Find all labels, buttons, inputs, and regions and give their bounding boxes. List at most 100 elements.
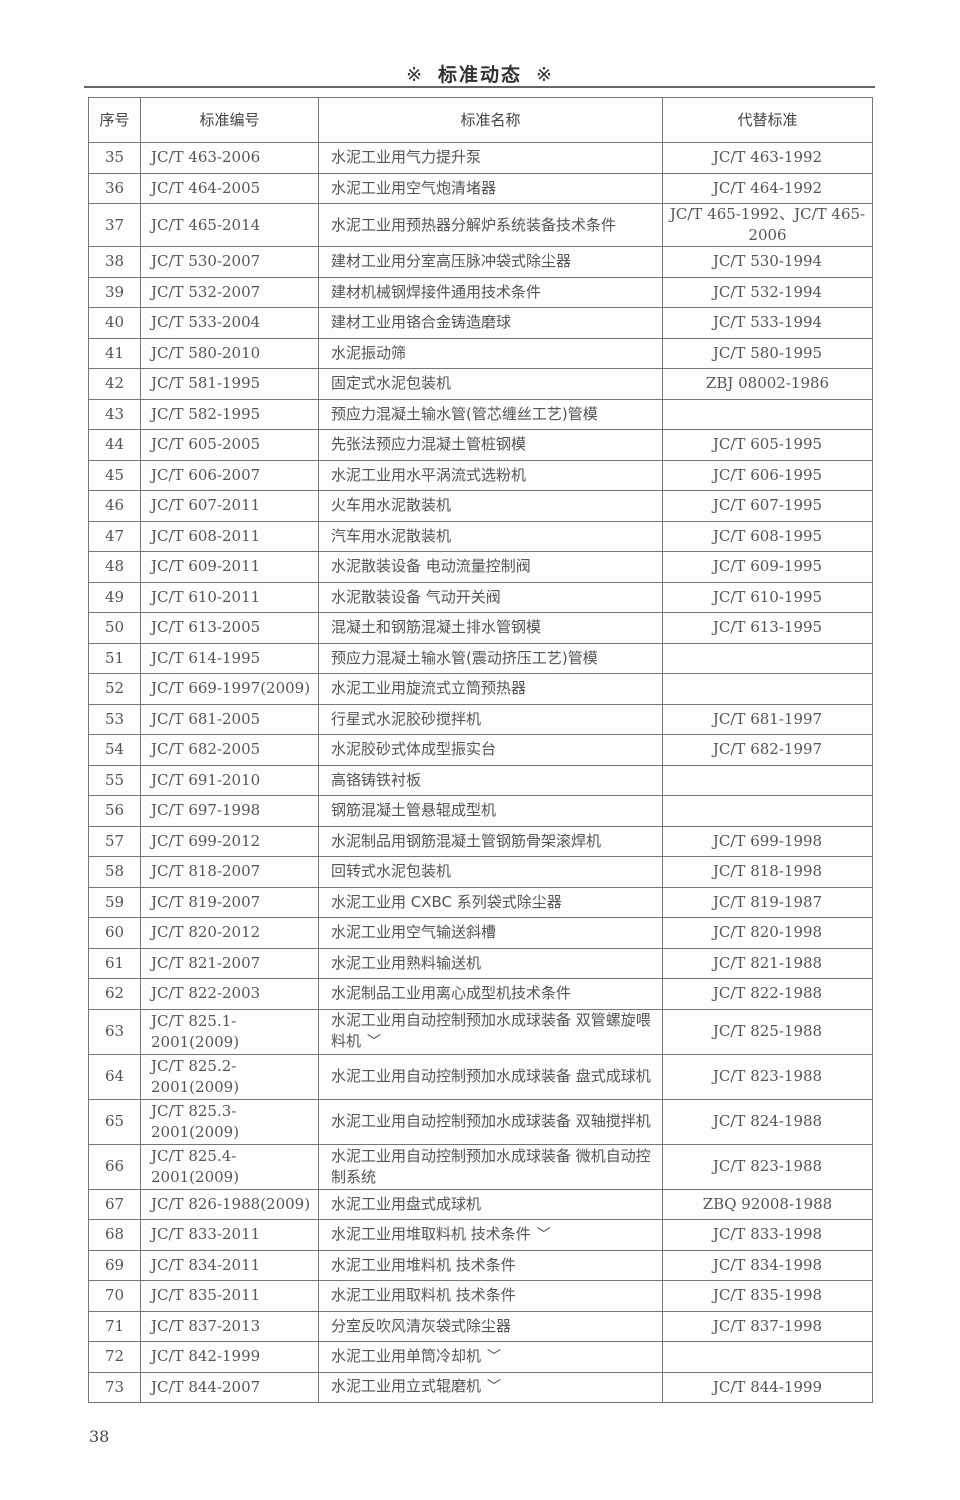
replaced-standard: JC/T 822-1988 bbox=[662, 978, 873, 1010]
row-number-text: 68 bbox=[104, 1225, 125, 1244]
standard-code: JC/T 834-2011 bbox=[140, 1249, 319, 1281]
replaced-standard: JC/T 464-1992 bbox=[662, 172, 873, 204]
replaced-standard: JC/T 823-1988 bbox=[662, 1143, 873, 1190]
table-row: 54 JC/T 682-2005 水泥胶砂式体成型振实台 JC/T 682-1997 bbox=[88, 734, 873, 766]
replaced-standard: JC/T 837-1998 bbox=[662, 1310, 873, 1342]
row-number: 59 bbox=[88, 886, 141, 918]
replaced-standard-text: JC/T 822-1988 bbox=[712, 984, 823, 1003]
standard-name-text: 混凝土和钢筋混凝土排水管钢模 bbox=[331, 618, 542, 637]
table-row: 50 JC/T 613-2005 混凝土和钢筋混凝土排水管钢模 JC/T 613-19… bbox=[88, 612, 873, 644]
row-number: 38 bbox=[88, 246, 141, 278]
standard-name-text: 水泥工业用自动控制预加水成球装备 盘式成球机 bbox=[331, 1067, 651, 1085]
standard-name-text: 预应力混凝土输水管(震动挤压工艺)管模 bbox=[331, 648, 598, 667]
replaced-standard-text: JC/T 835-1998 bbox=[712, 1286, 823, 1305]
row-number: 37 bbox=[88, 203, 141, 247]
row-number-text: 35 bbox=[104, 148, 125, 167]
standard-code-text: JC/T 825.4-2001(2009) bbox=[151, 1146, 240, 1186]
table-row: 35 JC/T 463-2006 水泥工业用气力提升泵 JC/T 463-1992 bbox=[88, 142, 873, 174]
standard-code: JC/T 821-2007 bbox=[140, 947, 319, 979]
replaced-standard: JC/T 844-1999 bbox=[662, 1371, 873, 1403]
replaced-standard: JC/T 606-1995 bbox=[662, 459, 873, 491]
replaced-standard: JC/T 823-1988 bbox=[662, 1053, 873, 1100]
replaced-standard: JC/T 463-1992 bbox=[662, 142, 873, 174]
standard-name: 水泥工业用堆料机 技术条件 bbox=[318, 1249, 663, 1281]
row-number: 57 bbox=[88, 825, 141, 857]
table-row: 43 JC/T 582-1995 预应力混凝土输水管(管芯缠丝工艺)管模 bbox=[88, 398, 873, 430]
column-header-name: 标准名称 bbox=[318, 97, 663, 143]
handwritten-check-icon: ﹀ bbox=[487, 1379, 502, 1396]
standard-code: JC/T 825.2-2001(2009) bbox=[140, 1053, 319, 1100]
standard-code-text: JC/T 837-2013 bbox=[151, 1316, 261, 1335]
standard-name-text: 水泥工业用自动控制预加水成球装备 双轴搅拌机 bbox=[331, 1112, 651, 1130]
standard-name-text: 水泥振动筛 bbox=[331, 343, 407, 362]
row-number: 45 bbox=[88, 459, 141, 491]
table-row: 67 JC/T 826-1988(2009) 水泥工业用盘式成球机 ZBQ 92008… bbox=[88, 1188, 873, 1220]
standard-name-text: 水泥工业用熟料输送机 bbox=[331, 953, 482, 972]
standard-name-text: 水泥工业用预热器分解炉系统装备技术条件 bbox=[331, 215, 617, 234]
standard-code-text: JC/T 463-2006 bbox=[151, 148, 261, 167]
row-number: 36 bbox=[88, 172, 141, 204]
replaced-standard-text: JC/T 608-1995 bbox=[712, 526, 823, 545]
row-number-text: 52 bbox=[104, 679, 125, 698]
replaced-standard bbox=[662, 642, 873, 674]
row-number-text: 55 bbox=[104, 770, 125, 789]
row-number: 53 bbox=[88, 703, 141, 735]
standard-code: JC/T 820-2012 bbox=[140, 917, 319, 949]
section-title: 标准动态 bbox=[437, 64, 522, 86]
standard-name: 预应力混凝土输水管(管芯缠丝工艺)管模 bbox=[318, 398, 663, 430]
replaced-standard: JC/T 821-1988 bbox=[662, 947, 873, 979]
standard-name-text: 先张法预应力混凝土管桩钢模 bbox=[331, 435, 527, 454]
standard-code: JC/T 581-1995 bbox=[140, 368, 319, 400]
replaced-standard: JC/T 699-1998 bbox=[662, 825, 873, 857]
row-number: 48 bbox=[88, 551, 141, 583]
replaced-standard-text: JC/T 821-1988 bbox=[712, 953, 823, 972]
standard-code: JC/T 697-1998 bbox=[140, 795, 319, 827]
standard-code: JC/T 699-2012 bbox=[140, 825, 319, 857]
replaced-standard: JC/T 580-1995 bbox=[662, 337, 873, 369]
table-row: 71 JC/T 837-2013 分室反吹风清灰袋式除尘器 JC/T 837-1998 bbox=[88, 1310, 873, 1342]
replaced-standard-text: JC/T 682-1997 bbox=[712, 740, 823, 759]
table-row: 42 JC/T 581-1995 固定式水泥包装机 ZBJ 08002-1986 bbox=[88, 368, 873, 400]
standard-name-text: 建材机械钢焊接件通用技术条件 bbox=[331, 282, 542, 301]
replaced-standard-text: ZBQ 92008-1988 bbox=[702, 1194, 833, 1213]
standard-name-text: 水泥工业用堆取料机 技术条件 bbox=[331, 1224, 531, 1243]
standard-code: JC/T 463-2006 bbox=[140, 142, 319, 174]
row-number: 49 bbox=[88, 581, 141, 613]
standard-code: JC/T 826-1988(2009) bbox=[140, 1188, 319, 1220]
table-row: 52 JC/T 669-1997(2009) 水泥工业用旋流式立筒预热器 bbox=[88, 673, 873, 705]
row-number-text: 50 bbox=[104, 618, 125, 637]
standard-code-text: JC/T 681-2005 bbox=[151, 709, 261, 728]
standard-name-text: 水泥工业用水平涡流式选粉机 bbox=[331, 465, 527, 484]
standard-code: JC/T 833-2011 bbox=[140, 1219, 319, 1251]
row-number: 47 bbox=[88, 520, 141, 552]
row-number-text: 70 bbox=[104, 1286, 125, 1305]
table-row: 36 JC/T 464-2005 水泥工业用空气炮清堵器 JC/T 464-1992 bbox=[88, 172, 873, 204]
replaced-standard bbox=[662, 795, 873, 827]
standard-code-text: JC/T 530-2007 bbox=[151, 252, 261, 271]
replaced-standard bbox=[662, 398, 873, 430]
table-row: 48 JC/T 609-2011 水泥散装设备 电动流量控制阀 JC/T 609-19… bbox=[88, 551, 873, 583]
standard-name: 水泥工业用 CXBC 系列袋式除尘器 bbox=[318, 886, 663, 918]
column-header-code: 标准编号 bbox=[140, 97, 319, 143]
row-number: 66 bbox=[88, 1143, 141, 1190]
replaced-standard-text: JC/T 823-1988 bbox=[712, 1157, 823, 1175]
standard-name: 水泥制品用钢筋混凝土管钢筋骨架滚焊机 bbox=[318, 825, 663, 857]
row-number-text: 41 bbox=[104, 343, 125, 362]
table-row: 73 JC/T 844-2007 水泥工业用立式辊磨机 ﹀ JC/T 844-1999 bbox=[88, 1371, 873, 1403]
table-row: 66 JC/T 825.4-2001(2009) 水泥工业用自动控制预加水成球装备 … bbox=[88, 1143, 873, 1190]
standard-name: 水泥工业用取料机 技术条件 bbox=[318, 1280, 663, 1312]
standard-code-text: JC/T 669-1997(2009) bbox=[151, 679, 311, 698]
row-number-text: 53 bbox=[104, 709, 125, 728]
row-number: 56 bbox=[88, 795, 141, 827]
standard-name-text: 水泥工业用单筒冷却机 bbox=[331, 1346, 482, 1365]
row-number: 72 bbox=[88, 1341, 141, 1373]
standard-name-text: 汽车用水泥散装机 bbox=[331, 526, 452, 545]
replaced-standard: JC/T 530-1994 bbox=[662, 246, 873, 278]
replaced-standard-text: JC/T 819-1987 bbox=[712, 892, 823, 911]
replaced-standard bbox=[662, 764, 873, 796]
table-row: 72 JC/T 842-1999 水泥工业用单筒冷却机 ﹀ bbox=[88, 1341, 873, 1373]
page-number: 38 bbox=[89, 1427, 110, 1446]
table-row: 65 JC/T 825.3-2001(2009) 水泥工业用自动控制预加水成球装备 … bbox=[88, 1098, 873, 1145]
row-number: 67 bbox=[88, 1188, 141, 1220]
